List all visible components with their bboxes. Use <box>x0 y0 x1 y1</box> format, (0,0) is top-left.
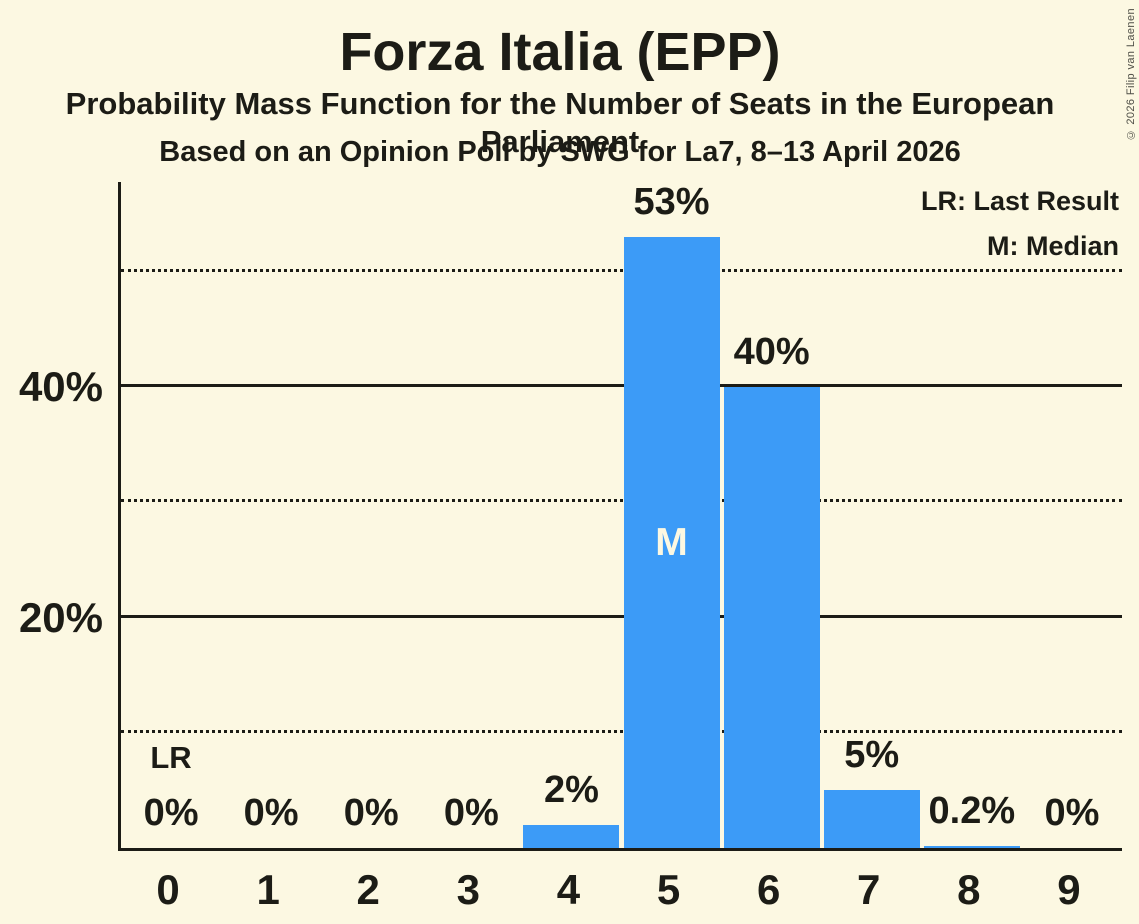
gridline-dotted-50pct <box>121 268 1122 272</box>
bar-seat-6 <box>723 387 820 848</box>
bar-seat-7 <box>823 790 920 848</box>
bar-value-label-seat-9: 0% <box>1044 792 1100 834</box>
x-tick-seat-8: 8 <box>957 866 981 913</box>
bar-value-label-seat-8: 0.2% <box>928 789 1016 832</box>
median-marker: M <box>655 520 688 564</box>
gridline-solid-20pct <box>121 614 1122 618</box>
bar-value-label-seat-0: 0% <box>143 792 199 834</box>
bar-value-label-seat-5: 53% <box>633 181 710 224</box>
x-tick-seat-3: 3 <box>456 866 481 913</box>
gridline-solid-40pct <box>121 384 1122 388</box>
x-tick-seat-7: 7 <box>857 866 881 913</box>
copyright-text: © 2026 Filip van Laenen <box>1125 8 1137 141</box>
bar-seat-5 <box>623 237 720 848</box>
gridline-dotted-10pct <box>121 729 1122 733</box>
x-axis-line <box>118 848 1122 851</box>
plot-area: 0% 0% 0% 0% 2% 53% 40% 5% 0.2% 0% LR M <box>118 181 1122 851</box>
legend-median: M: Median <box>987 231 1119 261</box>
x-tick-seat-0: 0 <box>156 866 180 913</box>
x-tick-seat-6: 6 <box>756 866 781 913</box>
gridline-dotted-30pct <box>121 499 1122 503</box>
chart-subtitle: Probability Mass Function for the Number… <box>65 86 1055 159</box>
bar-seat-4 <box>523 824 620 848</box>
chart-title: Forza Italia (EPP) <box>339 22 781 82</box>
x-tick-seat-4: 4 <box>556 866 581 913</box>
y-tick-40pct: 40% <box>18 363 103 411</box>
bar-value-label-seat-6: 40% <box>733 331 810 374</box>
bar-value-label-seat-2: 0% <box>343 792 399 834</box>
y-tick-20pct: 20% <box>18 593 103 641</box>
legend-last-result: LR: Last Result <box>920 186 1119 216</box>
x-tick-seat-9: 9 <box>1057 866 1081 913</box>
x-tick-seat-2: 2 <box>356 866 380 913</box>
bar-value-label-seat-1: 0% <box>243 792 299 834</box>
bar-value-label-seat-3: 0% <box>443 792 499 834</box>
x-tick-seat-1: 1 <box>256 866 280 913</box>
bar-value-label-seat-7: 5% <box>844 734 900 777</box>
bar-value-label-seat-4: 2% <box>543 768 599 811</box>
poll-details: Based on an Opinion Poll by SWG for La7,… <box>159 136 961 168</box>
x-tick-seat-5: 5 <box>656 866 681 913</box>
bar-seat-8 <box>923 845 1020 848</box>
last-result-marker: LR <box>150 740 192 775</box>
